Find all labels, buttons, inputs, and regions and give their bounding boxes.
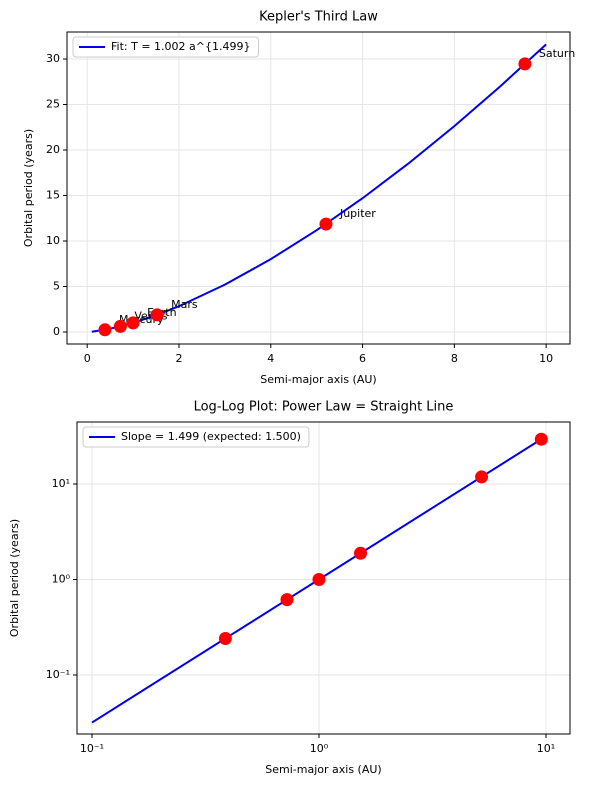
x-tick-label: 10⁻¹ <box>80 742 104 755</box>
x-tick-label: 6 <box>359 352 366 365</box>
y-tick-label: 5 <box>53 279 60 292</box>
y-tick-label: 20 <box>46 143 60 156</box>
y-axis-label: Orbital period (years) <box>22 129 35 247</box>
data-point <box>218 632 232 646</box>
data-point <box>126 316 140 330</box>
y-tick-label: 15 <box>46 189 60 202</box>
x-tick-label: 10 <box>539 352 553 365</box>
data-point <box>534 432 548 446</box>
chart-title: Log-Log Plot: Power Law = Straight Line <box>194 400 454 415</box>
legend-label: Fit: T = 1.002 a^{1.499} <box>111 40 250 53</box>
y-tick-label: 10¹ <box>52 477 70 490</box>
x-tick-label: 2 <box>175 352 182 365</box>
chart-title: Kepler's Third Law <box>259 10 378 25</box>
x-axis-label: Semi-major axis (AU) <box>265 763 381 776</box>
data-point <box>113 319 127 333</box>
plot-frame <box>66 31 571 345</box>
legend-box <box>72 36 259 58</box>
x-tick-label: 10⁰ <box>310 742 329 755</box>
data-point <box>475 470 489 484</box>
y-tick-label: 25 <box>46 98 60 111</box>
data-point <box>518 57 532 71</box>
y-tick-label: 10⁰ <box>52 572 71 585</box>
plot-frame <box>76 421 571 735</box>
fit-line <box>91 43 547 333</box>
x-tick-label: 0 <box>84 352 91 365</box>
data-point <box>319 217 333 231</box>
data-point <box>312 572 326 586</box>
y-tick-label: 0 <box>53 325 60 338</box>
y-axis-label: Orbital period (years) <box>8 519 21 637</box>
x-tick-label: 4 <box>267 352 274 365</box>
data-point <box>354 546 368 560</box>
legend-label: Slope = 1.499 (expected: 1.500) <box>121 430 301 443</box>
point-label: Jupiter <box>339 207 376 220</box>
data-point <box>280 593 294 607</box>
x-tick-label: 8 <box>451 352 458 365</box>
y-tick-label: 30 <box>46 52 60 65</box>
y-tick-label: 10⁻¹ <box>46 668 70 681</box>
data-point <box>98 323 112 337</box>
point-label: Saturn <box>539 47 575 60</box>
legend-box <box>82 426 310 448</box>
y-tick-label: 10 <box>46 234 60 247</box>
x-tick-label: 10¹ <box>537 742 555 755</box>
data-point <box>150 308 164 322</box>
point-label: Mars <box>171 298 198 311</box>
x-axis-label: Semi-major axis (AU) <box>260 373 376 386</box>
